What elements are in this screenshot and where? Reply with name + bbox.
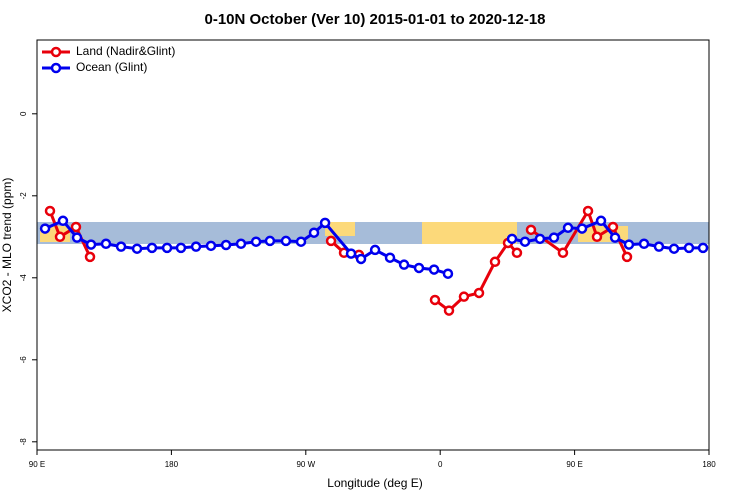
x-tick-label: 90 W [296,460,315,469]
x-tick-label: 90 E [29,460,45,469]
point [84,251,96,263]
point [428,264,440,275]
point [442,268,454,279]
point [534,233,546,245]
point [54,231,66,243]
point [506,233,518,245]
legend-label: Ocean (Glint) [76,60,147,74]
point [57,215,69,227]
x-axis-label: Longitude (deg E) [327,476,422,490]
point [369,244,381,256]
point [653,241,665,252]
point [384,252,396,263]
point [623,239,635,250]
point [557,247,569,259]
point [220,239,232,251]
point [697,242,709,254]
point [175,242,187,254]
point [458,291,470,302]
chart-title: 0-10N October (Ver 10) 2015-01-01 to 202… [204,11,545,28]
legend-label: Land (Nadir&Glint) [76,44,175,58]
point [511,247,523,259]
point [576,223,588,234]
x-tick-label: 180 [165,460,179,469]
point [355,253,367,265]
point [668,243,680,254]
point [683,242,695,254]
point [325,235,337,247]
point [205,240,217,252]
plot-frame [36,39,710,451]
point [429,294,441,306]
point [131,243,143,254]
legend-point [50,46,62,58]
point [295,236,307,247]
point [115,241,127,252]
point [85,239,97,250]
point [595,215,607,227]
y-tick-label: -6 [19,356,28,364]
point [44,205,56,217]
point [525,224,537,236]
point [591,231,603,243]
y-tick-label: -4 [19,274,28,282]
point [70,221,82,233]
point [345,248,357,259]
y-tick-label: -2 [19,192,28,200]
y-tick-label: -8 [19,438,28,446]
point [264,235,276,247]
point [609,232,621,243]
point [489,256,501,268]
point [582,205,594,217]
x-tick-label: 0 [438,460,443,469]
map-land [422,222,517,244]
point [607,221,619,233]
point [71,232,83,243]
point [473,287,485,299]
point [146,242,158,254]
point [280,235,292,247]
point [319,217,331,229]
point [621,251,633,263]
legend-point [50,62,62,74]
point [190,241,202,252]
x-tick-label: 90 E [566,460,582,469]
point [548,232,560,243]
point [235,238,247,250]
x-tick-label: 180 [702,460,716,469]
point [443,305,455,316]
point [638,238,650,250]
point [100,238,112,250]
point [562,222,574,234]
y-tick-label: 0 [19,111,28,116]
point [413,262,425,274]
point [161,242,173,254]
point [519,236,531,247]
point [308,227,320,238]
point [39,223,51,234]
point [398,259,410,270]
y-axis-label: XCO2 - MLO trend (ppm) [0,178,14,313]
point [250,236,262,247]
